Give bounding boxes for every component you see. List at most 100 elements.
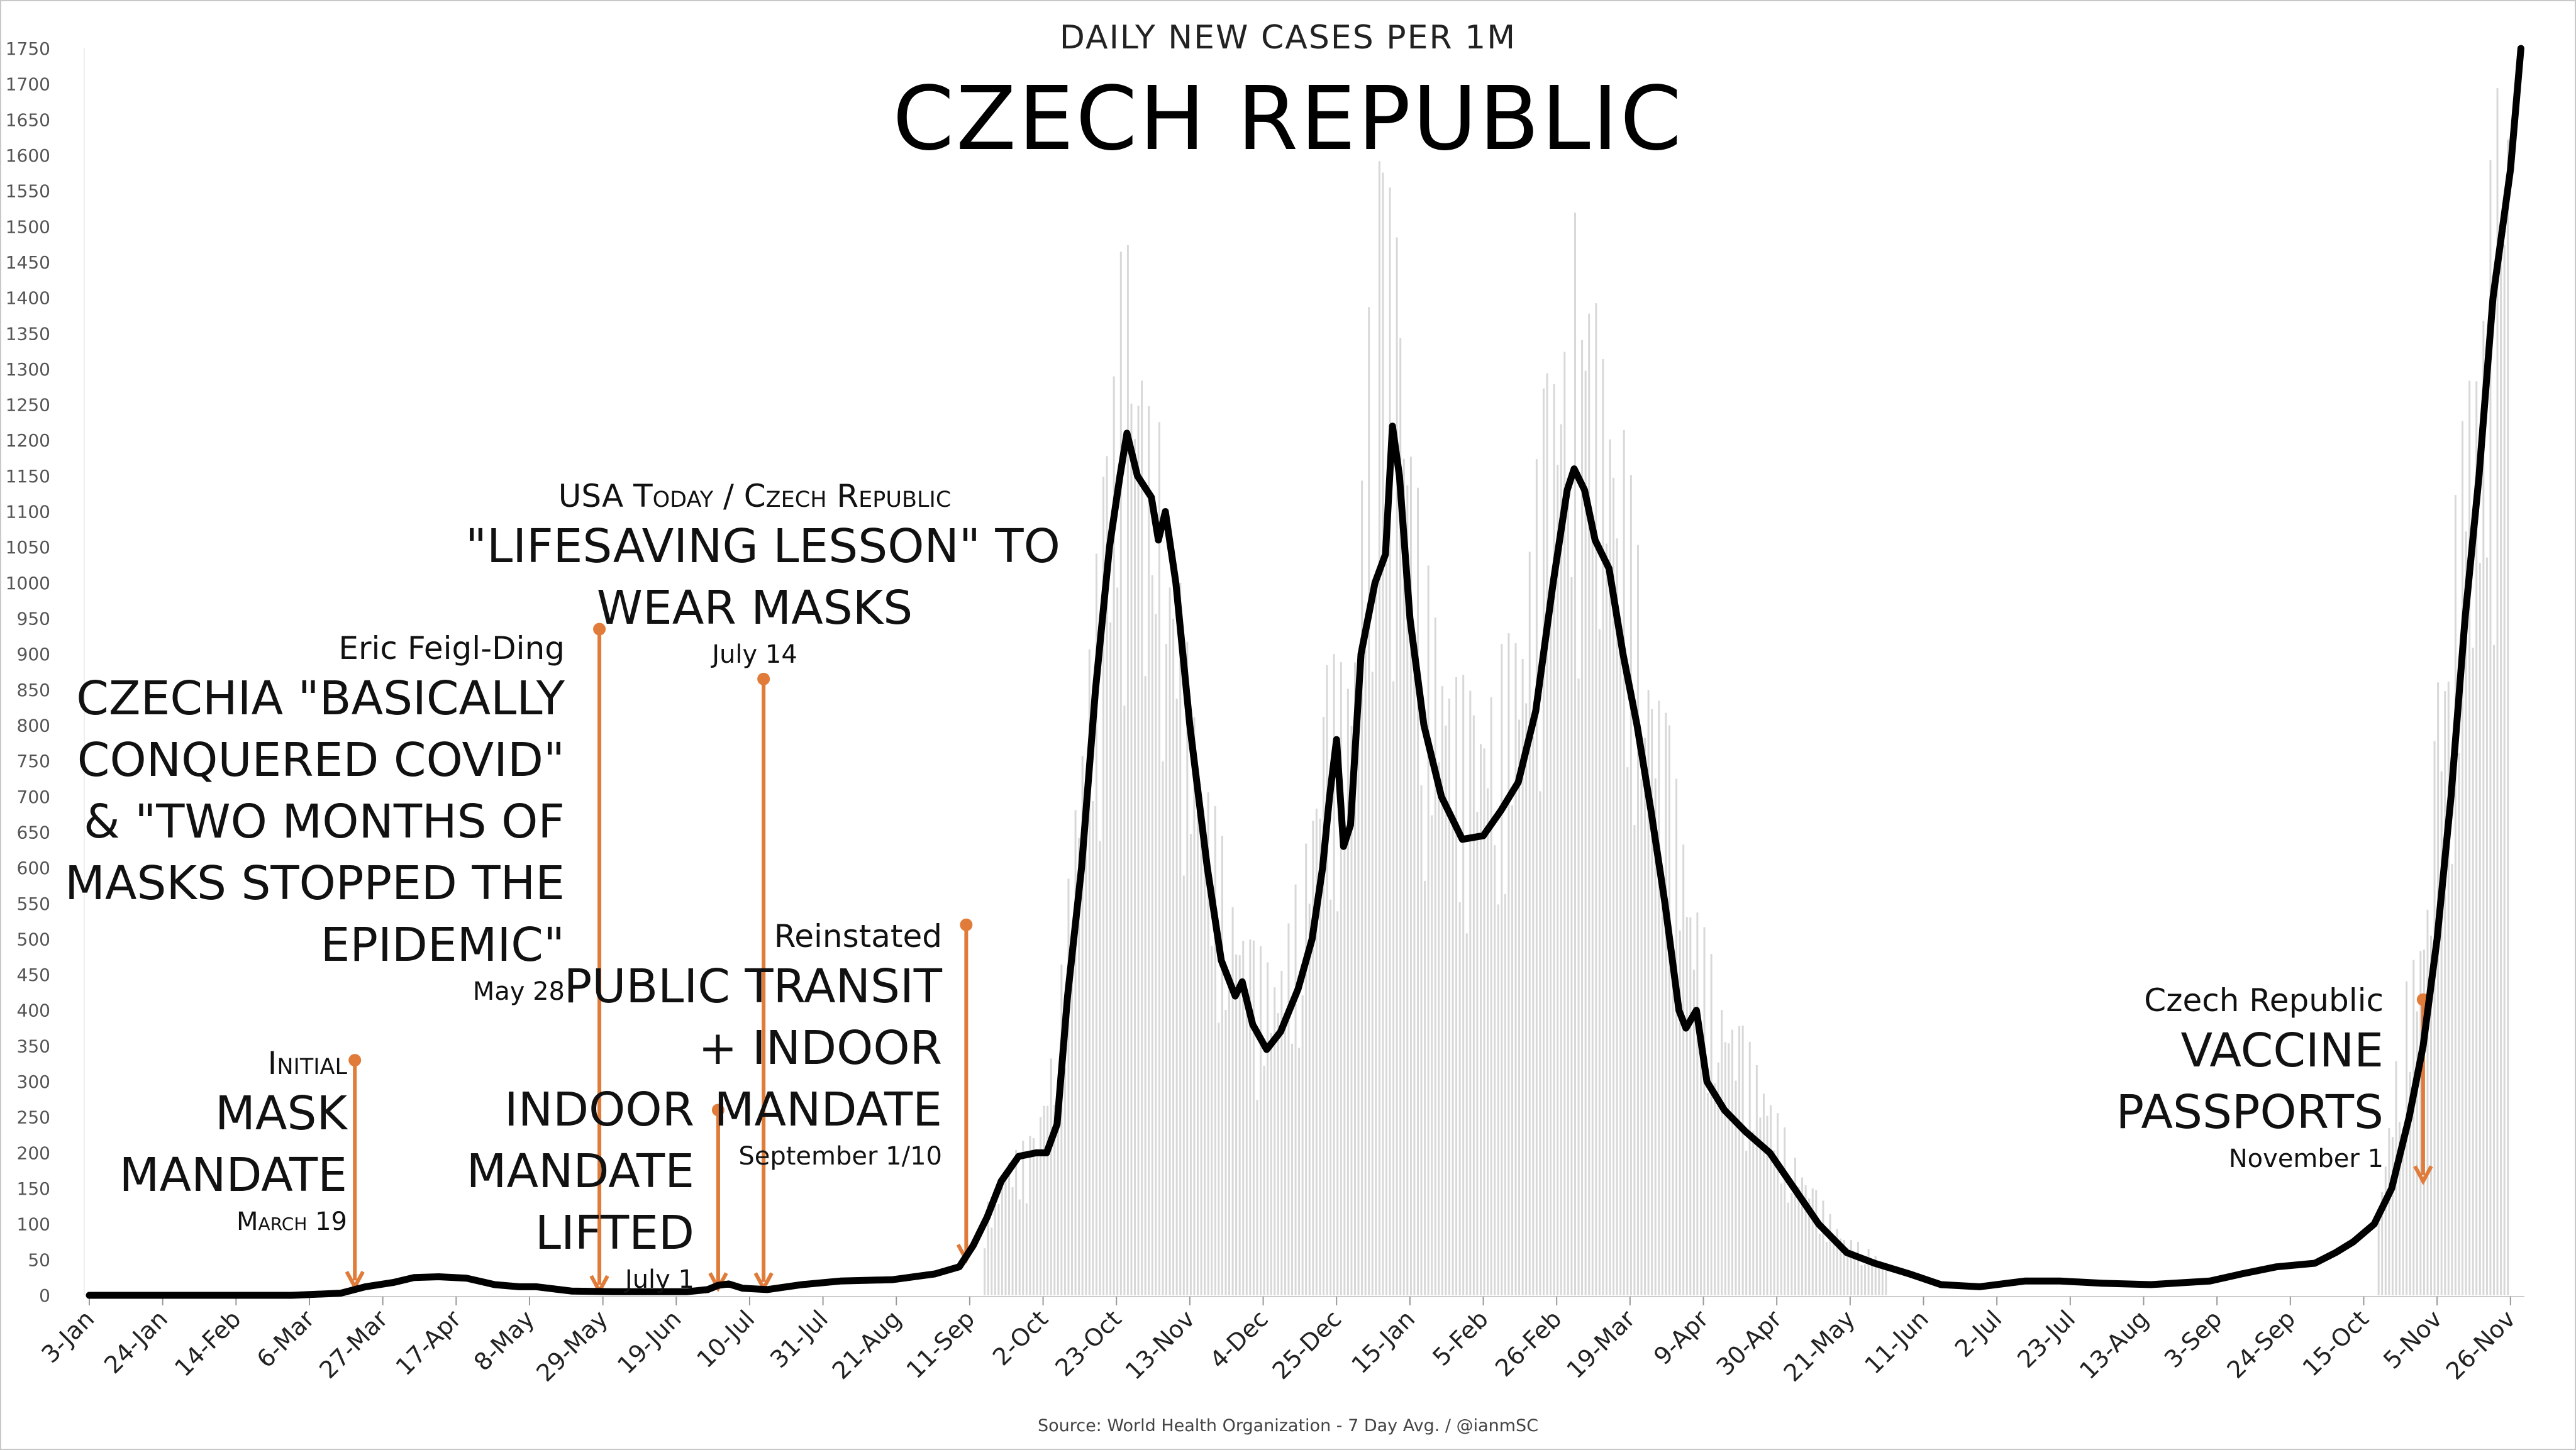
daily-bar <box>994 1189 996 1295</box>
daily-bar <box>1057 1120 1059 1295</box>
daily-bar <box>1860 1265 1863 1295</box>
daily-bar <box>1280 970 1283 1295</box>
daily-bar <box>1067 878 1070 1295</box>
daily-bar <box>1616 538 1618 1296</box>
daily-bar <box>1790 1193 1793 1295</box>
y-tick-label: 200 <box>17 1143 50 1163</box>
annotation-arrows <box>345 623 2433 1295</box>
x-tick-label: 26-Nov <box>2441 1305 2521 1385</box>
daily-bar <box>2500 233 2502 1295</box>
daily-bar <box>1557 465 1559 1295</box>
daily-bar <box>1301 995 1304 1295</box>
daily-bar <box>1434 617 1436 1295</box>
daily-bar <box>1472 715 1475 1295</box>
daily-bar <box>1221 836 1223 1295</box>
daily-bar <box>1050 1058 1052 1295</box>
daily-bar <box>2489 160 2492 1296</box>
daily-bar <box>1553 384 1555 1295</box>
daily-bar <box>1752 1131 1755 1295</box>
y-tick-label: 600 <box>17 858 50 878</box>
daily-bar <box>1063 1068 1066 1295</box>
daily-bar <box>1134 439 1136 1295</box>
daily-bar <box>1249 939 1252 1295</box>
daily-bar <box>2399 1122 2401 1295</box>
y-tick-label: 300 <box>17 1071 50 1092</box>
x-tick-label: 3-Sep <box>2159 1305 2228 1373</box>
daily-bar <box>1025 1203 1028 1295</box>
daily-bar <box>1137 406 1140 1295</box>
daily-bar <box>2437 682 2440 1295</box>
daily-bar <box>1745 1151 1748 1295</box>
daily-bars <box>984 88 2509 1296</box>
daily-bar <box>1581 340 1584 1295</box>
daily-bar <box>1319 818 1321 1295</box>
daily-bar <box>1665 712 1667 1295</box>
daily-bar <box>1004 1179 1007 1295</box>
daily-bar <box>1071 960 1074 1295</box>
daily-bar <box>1846 1247 1849 1295</box>
daily-bar <box>1333 654 1335 1295</box>
daily-bar <box>2377 1209 2380 1295</box>
daily-bar <box>1406 485 1409 1295</box>
daily-bar <box>2384 1166 2387 1295</box>
daily-bar <box>1770 1105 1772 1295</box>
daily-bar <box>1322 716 1324 1295</box>
daily-bar <box>1399 338 1402 1295</box>
annotation-headline-line: CONQUERED COVID" <box>77 733 565 787</box>
daily-bar <box>1787 1202 1789 1295</box>
daily-bar <box>1368 307 1370 1295</box>
daily-bar <box>1389 187 1391 1296</box>
daily-bar <box>1668 725 1670 1295</box>
daily-bar <box>2482 321 2485 1295</box>
y-tick-label: 350 <box>17 1036 50 1056</box>
daily-bar <box>1748 1041 1751 1295</box>
daily-bar <box>1043 1105 1045 1295</box>
daily-bar <box>1654 778 1657 1295</box>
y-tick-label: 750 <box>17 751 50 772</box>
daily-bar <box>987 1202 989 1295</box>
annotation-headline-line: & "TWO MONTHS OF <box>83 795 565 849</box>
daily-bar <box>1144 676 1146 1295</box>
daily-bar <box>1658 700 1660 1295</box>
y-tick-label: 700 <box>17 787 50 807</box>
x-tick-label: 24-Jan <box>99 1305 173 1379</box>
daily-bar <box>1204 866 1206 1295</box>
daily-bar <box>1155 614 1157 1295</box>
daily-bar <box>1011 1187 1014 1295</box>
x-tick-label: 29-May <box>531 1305 613 1387</box>
daily-bar <box>1878 1262 1880 1295</box>
daily-bar <box>1731 1029 1733 1295</box>
annotation-headline-line: CZECHIA "BASICALLY <box>76 672 565 726</box>
y-tick-label: 1450 <box>6 252 50 273</box>
daily-bar <box>2409 1072 2411 1295</box>
y-tick-label: 1150 <box>6 466 50 487</box>
daily-bar <box>1095 553 1097 1295</box>
y-tick-label: 650 <box>17 822 50 843</box>
daily-bar <box>1032 1138 1035 1295</box>
daily-bar <box>1353 662 1356 1295</box>
daily-bar <box>1312 821 1314 1295</box>
daily-bar <box>1231 907 1234 1295</box>
y-tick-label: 150 <box>17 1178 50 1199</box>
daily-bar <box>1001 1180 1003 1295</box>
daily-bar <box>1699 1032 1702 1295</box>
y-tick-label: 1300 <box>6 359 50 380</box>
y-tick-label: 450 <box>17 965 50 985</box>
daily-bar <box>1242 941 1245 1295</box>
daily-bar <box>1040 1117 1042 1295</box>
daily-bar <box>1270 1032 1272 1295</box>
daily-bar <box>1714 1083 1716 1295</box>
daily-bar <box>1186 641 1189 1295</box>
daily-bar <box>1116 587 1119 1295</box>
daily-bar <box>1200 802 1202 1295</box>
daily-bar <box>1542 388 1545 1296</box>
x-tick-label: 21-May <box>1779 1305 1861 1387</box>
daily-bar <box>1636 545 1639 1296</box>
daily-bar <box>1567 491 1569 1296</box>
x-tick-label: 8-May <box>469 1305 540 1376</box>
daily-bar <box>2458 753 2460 1295</box>
daily-bar <box>1843 1240 1845 1295</box>
daily-bar <box>1840 1238 1842 1295</box>
x-tick-label: 11-Jun <box>1859 1305 1933 1379</box>
annotation-date: September 1/10 <box>738 1142 942 1171</box>
